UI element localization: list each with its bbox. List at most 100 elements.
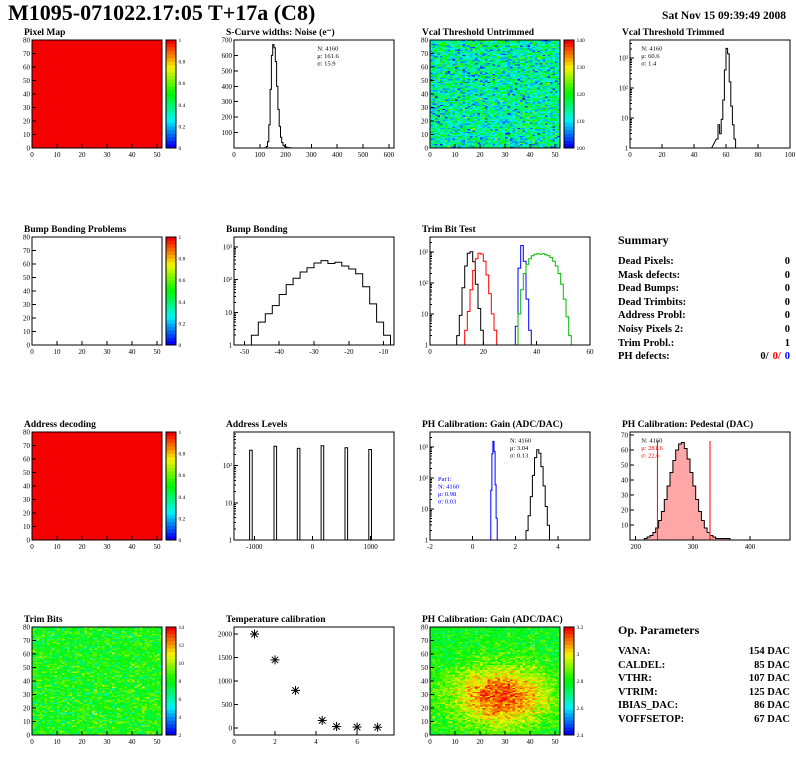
- row-label: PH defects:: [618, 351, 670, 363]
- tick-label: 0: [428, 348, 432, 356]
- tick-label: 80: [421, 624, 429, 632]
- colorbar-label: 140: [577, 38, 586, 44]
- tick-label: 30: [23, 301, 31, 309]
- tick-label: 500: [222, 701, 233, 709]
- tick-label: 600: [222, 52, 233, 60]
- tick-label: 0: [232, 738, 236, 746]
- colorbar-label: 3.2: [577, 625, 584, 631]
- colorbar: [563, 626, 575, 736]
- panel-title: Bump Bonding Problems: [24, 225, 127, 235]
- tick-label: 10³: [223, 243, 232, 251]
- colorbar-label: 2.6: [577, 706, 584, 712]
- colorbar: [563, 39, 575, 149]
- op-parameters-title: Op. Parameters: [618, 623, 700, 637]
- tick-label: 10: [421, 310, 429, 318]
- tick-label: 50: [154, 543, 162, 551]
- colorbar: [165, 39, 177, 149]
- axes: [31, 626, 163, 736]
- panel-title: Address decoding: [24, 420, 96, 430]
- tick-label: -2: [427, 543, 433, 551]
- panel-title: Vcal Threshold Untrimmed: [422, 28, 535, 38]
- spike: [249, 449, 253, 540]
- stat-line: N: 4160: [641, 45, 662, 52]
- tick-label: 60: [23, 651, 31, 659]
- tick-label: 70: [23, 50, 31, 58]
- tick-label: 400: [745, 543, 756, 551]
- axes: [429, 236, 591, 346]
- tick-label: 40: [129, 738, 137, 746]
- colorbar-label: 0.4: [179, 103, 186, 109]
- tick-label: 500: [222, 67, 233, 75]
- tick-label: 20: [23, 315, 31, 323]
- ph-cal-gain-map: PH Calibration: Gain (ADC/DAC) 0 10 20 30 40 5…: [404, 611, 596, 771]
- tick-label: 0: [425, 732, 429, 740]
- colorbar-label: 2.4: [577, 733, 584, 739]
- spike: [320, 445, 325, 540]
- tick-label: 0: [425, 145, 429, 153]
- panel-title: S-Curve widths: Noise (e⁻): [226, 27, 335, 38]
- tick-label: 40: [421, 678, 429, 686]
- tick-label: 50: [154, 151, 162, 159]
- tick-label: 20: [659, 151, 667, 159]
- colorbar-label: 12: [179, 643, 185, 649]
- tick-label: 10: [225, 309, 233, 317]
- tick-label: 6: [355, 738, 359, 746]
- ph-cal-gain-map-plot: PH Calibration: Gain (ADC/DAC)0 10 20 30 40 5…: [421, 614, 584, 746]
- tick-label: 50: [23, 469, 31, 477]
- tick-label: 10: [225, 499, 233, 507]
- tick-label: 200: [280, 151, 291, 159]
- stat-line: σ: 0.13: [510, 452, 528, 459]
- axes: [31, 236, 163, 346]
- tick-label: -1000: [246, 543, 263, 551]
- summary-row: Dead Trimbits: 0: [618, 296, 790, 310]
- bump-bonding: Bump Bonding -50 -40 -30 -20 -10 1 10 10² 10³: [208, 221, 400, 381]
- tick-label: 0: [27, 732, 31, 740]
- stat-line: N: 4160: [317, 45, 338, 52]
- tick-label: 0: [27, 537, 31, 545]
- colorbar-label: 0.2: [179, 516, 186, 522]
- row-value-part: 0/: [772, 351, 781, 363]
- colorbar: [165, 626, 177, 736]
- tick-label: 20: [621, 507, 629, 515]
- bump-bonding-problems: Bump Bonding Problems 0 10 20 30 40 50 0 10 20 30 4…: [6, 221, 198, 381]
- vcal-threshold-trimmed: Vcal Threshold Trimmed 0 20 40 60 80 100 1 10 10²…: [604, 24, 796, 184]
- tick-label: 40: [527, 738, 535, 746]
- tick-label: 300: [306, 151, 317, 159]
- colorbar-label: 1: [179, 430, 182, 436]
- tick-label: 30: [104, 348, 112, 356]
- colorbar-label: 0.4: [179, 300, 186, 306]
- hist-outline: [517, 253, 572, 345]
- tick-label: -30: [309, 348, 319, 356]
- pixel-map: Pixel Map 0 10 20 30 40 50 0 10 20 30 40 50 60 70 80 0 0.…: [6, 24, 198, 184]
- colorbar-label: 100: [577, 146, 586, 152]
- summary-row: Mask defects: 0: [618, 269, 790, 283]
- summary: Summary Dead Pixels: 0 Mask defects: 0 Dead B…: [604, 221, 796, 381]
- summary-row: Dead Pixels: 0: [618, 255, 790, 269]
- summary-row: Noisy Pixels 2: 0: [618, 323, 790, 337]
- axes: [233, 431, 395, 541]
- stat-line: μ: 3.04: [510, 445, 529, 452]
- op-parameters-row: VOFFSETOP: 67 DAC: [618, 713, 790, 727]
- vcal-threshold-untrimmed: Vcal Threshold Untrimmed 0 10 20 30 40 50 0 10 20…: [404, 24, 596, 184]
- tick-label: 80: [23, 624, 31, 632]
- tick-label: 70: [23, 247, 31, 255]
- panel-title: Temperature calibration: [226, 615, 326, 625]
- tick-label: 30: [23, 496, 31, 504]
- colorbar-label: 6: [179, 697, 182, 703]
- asterisk-marker: [270, 655, 280, 665]
- tick-label: 60: [421, 651, 429, 659]
- tick-label: 30: [104, 543, 112, 551]
- panel-title: Address Levels: [226, 420, 288, 430]
- tick-label: 0: [232, 151, 236, 159]
- axes: [629, 431, 791, 541]
- tick-label: 50: [552, 151, 560, 159]
- vcal-threshold-trimmed-plot: Vcal Threshold Trimmed 0 20 40 60 80 100 1 10 10²…: [619, 28, 796, 159]
- spike: [273, 445, 278, 540]
- panel-title: Bump Bonding: [226, 225, 288, 235]
- bump-bonding-problems-heatmap-canvas: [32, 237, 162, 345]
- tick-label: 700: [222, 37, 233, 45]
- tick-label: -50: [240, 348, 250, 356]
- colorbar-label: 1: [179, 38, 182, 44]
- scurve-noise: S-Curve widths: Noise (e⁻) 0 100 200 300 400 5…: [208, 24, 400, 184]
- tick-label: -10: [379, 348, 389, 356]
